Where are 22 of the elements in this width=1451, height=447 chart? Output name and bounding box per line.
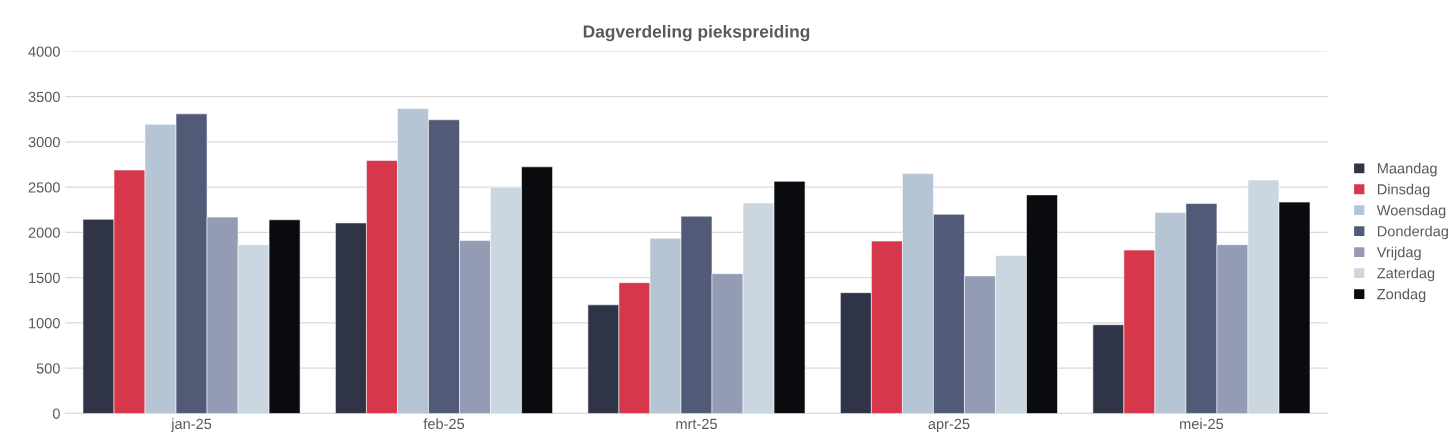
x-tick-label: jan-25 [170, 418, 212, 432]
legend-label: Dinsdag [1377, 183, 1430, 198]
y-tick-label: 2000 [28, 227, 60, 238]
legend-label: Vrijdag [1376, 246, 1421, 261]
x-tick-label: mei-25 [1180, 418, 1224, 430]
legend-label: Woensdag [1376, 204, 1446, 219]
y-tick-label: 3500 [28, 91, 60, 103]
x-tick-label: apr-25 [928, 418, 970, 432]
legend-label: Zaterdag [1377, 267, 1435, 282]
y-tick-label: 4000 [28, 46, 60, 57]
x-tick-label: feb-25 [423, 418, 465, 430]
chart-title: Dagverdeling piekspreiding [583, 24, 810, 42]
x-tick-label: mrt-25 [676, 418, 717, 430]
legend-label: Donderdag [1377, 225, 1448, 240]
y-tick-label: 2500 [28, 182, 60, 193]
y-tick-label: 1000 [29, 318, 60, 329]
y-tick-label: 3000 [28, 137, 60, 148]
y-tick-label: 500 [36, 363, 60, 374]
legend-label: Maandag [1377, 162, 1437, 177]
y-tick-label: 1500 [29, 272, 60, 284]
y-tick-label: 0 [52, 408, 60, 419]
legend-label: Zondag [1377, 288, 1426, 303]
